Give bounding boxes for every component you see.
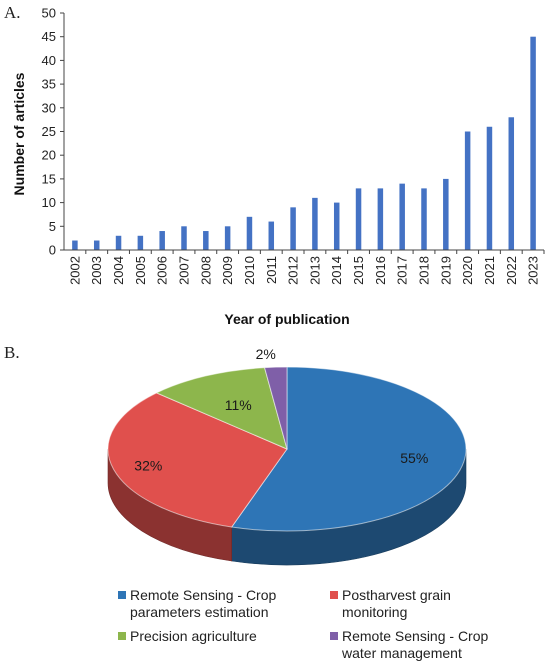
x-tick-label: 2019 [438, 256, 453, 285]
bar [355, 188, 362, 250]
pie-labels: 55% 32% 11% 2% [134, 346, 428, 473]
legend-label: Remote Sensing - Crop [342, 628, 489, 644]
bar [464, 131, 471, 250]
bar [268, 221, 275, 250]
x-tick-label: 2017 [395, 256, 410, 285]
legend-label: Postharvest grain [342, 587, 451, 603]
x-tick-label: 2023 [526, 256, 541, 285]
y-tick-label: 15 [42, 171, 56, 186]
x-tick-label: 2008 [198, 256, 213, 285]
legend-label: Remote Sensing - Crop [130, 587, 277, 603]
bar [224, 226, 231, 250]
bar [93, 240, 100, 250]
x-tick-label: 2005 [133, 256, 148, 285]
x-axis-ticks: 2002 2003 2004 2005 2006 2007 2008 2009 2010 2011… [67, 250, 545, 285]
legend-label: parameters estimation [130, 604, 269, 620]
pie-chart: 55% 32% 11% 2% [107, 346, 467, 566]
y-tick-label: 25 [42, 124, 56, 139]
bar [443, 178, 449, 250]
bar [115, 235, 122, 250]
bar [312, 197, 318, 250]
bar [246, 216, 253, 250]
bar [399, 183, 405, 250]
bar [530, 36, 536, 251]
pie-slice [263, 366, 288, 450]
y-tick-label: 5 [49, 219, 56, 234]
bar [377, 188, 384, 250]
x-tick-label: 2011 [264, 256, 279, 284]
x-tick-label: 2006 [155, 256, 170, 285]
bar [290, 207, 296, 250]
legend-swatch [330, 632, 338, 640]
pie-percent-label: 11% [225, 397, 252, 413]
legend-label: water management [341, 645, 462, 661]
x-axis-title: Year of publication [224, 311, 349, 327]
y-tick-label: 35 [42, 77, 56, 92]
pie-slice [230, 366, 467, 532]
pie-slice [155, 367, 288, 450]
x-tick-label: 2020 [460, 256, 475, 285]
x-tick-label: 2007 [177, 256, 192, 285]
pie-percent-label: 32% [134, 457, 162, 473]
bar [203, 231, 209, 250]
y-tick-label: 40 [42, 53, 56, 68]
bar [421, 188, 427, 250]
x-tick-label: 2016 [373, 256, 388, 285]
bar [181, 226, 187, 250]
x-tick-label: 2010 [242, 256, 257, 285]
x-tick-label: 2003 [89, 256, 104, 285]
pie-percent-label: 55% [400, 450, 428, 466]
x-tick-label: 2022 [504, 256, 519, 285]
bar [159, 231, 165, 250]
y-axis-title: Number of articles [11, 72, 27, 195]
pie-slice [107, 392, 288, 528]
x-tick-label: 2012 [286, 256, 301, 285]
legend-label: monitoring [342, 604, 407, 620]
legend-swatch [118, 632, 126, 640]
bars [72, 36, 536, 251]
legend-swatch [330, 591, 338, 599]
legend-swatch [118, 591, 126, 599]
y-axis-ticks: 0 5 10 15 20 25 30 35 40 45 50 [42, 6, 64, 258]
bar [333, 202, 340, 250]
x-tick-label: 2004 [111, 256, 126, 285]
y-tick-label: 45 [42, 29, 56, 44]
x-tick-label: 2018 [417, 256, 432, 285]
bar [486, 126, 493, 250]
y-tick-label: 20 [42, 148, 56, 163]
y-tick-label: 0 [49, 243, 56, 258]
legend-label: Precision agriculture [130, 628, 257, 644]
x-tick-label: 2014 [329, 256, 344, 285]
x-tick-label: 2002 [67, 256, 82, 285]
panel-b-label: B. [4, 343, 20, 362]
panel-a-label: A. [4, 3, 21, 22]
y-tick-label: 10 [42, 195, 56, 210]
bar [137, 235, 144, 250]
x-tick-label: 2021 [482, 256, 497, 285]
y-tick-label: 30 [42, 100, 56, 115]
bar [72, 240, 78, 250]
pie-percent-label: 2% [256, 346, 276, 362]
bar [508, 117, 515, 250]
x-tick-label: 2013 [307, 256, 322, 285]
x-tick-label: 2009 [220, 256, 235, 285]
pie-slices [107, 366, 467, 532]
x-tick-label: 2015 [351, 256, 366, 285]
y-tick-label: 50 [42, 6, 56, 21]
